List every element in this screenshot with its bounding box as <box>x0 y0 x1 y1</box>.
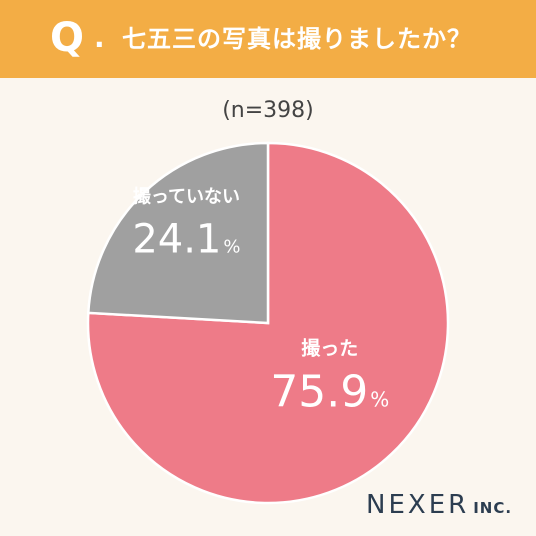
slice-value-2: 24.1% <box>132 217 240 263</box>
sample-size: (n=398) <box>222 98 314 123</box>
slice-label-1: 撮った <box>301 337 358 359</box>
question-q-mark: Q <box>50 15 85 61</box>
company-logo: NEXER INC. <box>366 490 512 523</box>
slice-value-1: 75.9% <box>270 366 389 417</box>
pie-slice-1 <box>86 141 450 505</box>
pie-slice-2 <box>86 141 270 325</box>
logo-main-text: NEXER <box>366 490 470 520</box>
question-q-dot: . <box>94 21 105 54</box>
logo-sub-text: INC. <box>473 499 513 517</box>
header-banner: Q . 七五三の写真は撮りましたか？ <box>0 0 536 78</box>
question-title: 七五三の写真は撮りましたか？ <box>122 25 472 53</box>
slice-label-2: 撮っていない <box>133 186 240 208</box>
